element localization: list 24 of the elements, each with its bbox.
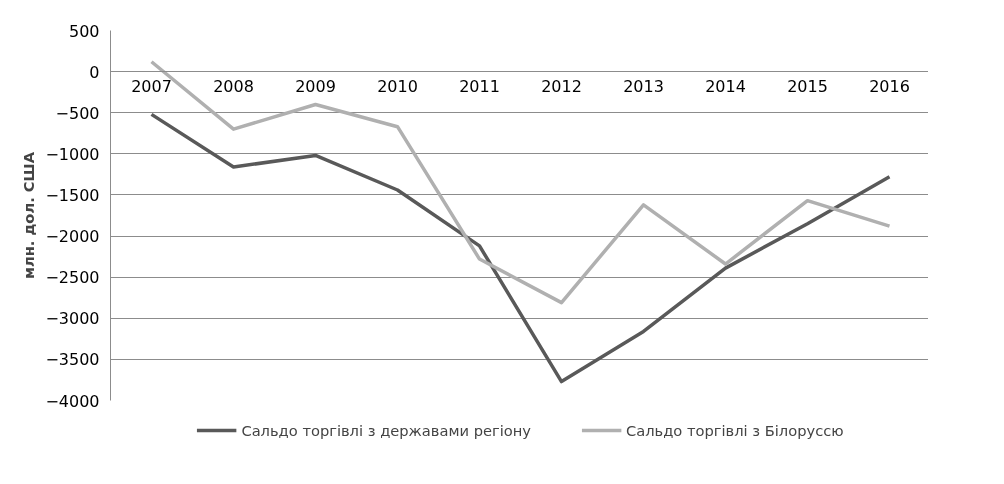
- x-tick-label: 2010: [377, 76, 418, 96]
- legend-label: Сальдо торгівлі з державами регіону: [241, 421, 531, 439]
- x-tick-label: 2014: [705, 76, 746, 96]
- x-tick-label: 2008: [213, 76, 254, 96]
- y-axis-title: млн. дол. США: [20, 151, 38, 280]
- line-series: [149, 112, 892, 384]
- y-tick-label: −1500: [45, 185, 100, 205]
- y-tick-label: −4000: [45, 391, 100, 411]
- x-tick-label: 2016: [869, 76, 910, 96]
- x-tick-label: 2011: [459, 76, 500, 96]
- y-tick-label: −2000: [45, 227, 100, 247]
- x-tick-label: 2015: [787, 76, 828, 96]
- x-tick-label: 2007: [131, 76, 172, 96]
- legend-label: Сальдо торгівлі з Білоруссю: [625, 421, 844, 439]
- y-tick-label: 0: [89, 62, 100, 82]
- x-tick-label: 2009: [295, 76, 336, 96]
- y-tick-label: −500: [55, 103, 100, 123]
- y-tick-label: −3000: [45, 309, 100, 329]
- y-tick-label: 500: [68, 21, 100, 41]
- x-tick-label: 2012: [541, 76, 582, 96]
- y-tick-label: −2500: [45, 268, 100, 288]
- y-tick-label: −3500: [45, 350, 100, 370]
- y-tick-label: −1000: [45, 144, 100, 164]
- x-tick-label: 2013: [623, 76, 664, 96]
